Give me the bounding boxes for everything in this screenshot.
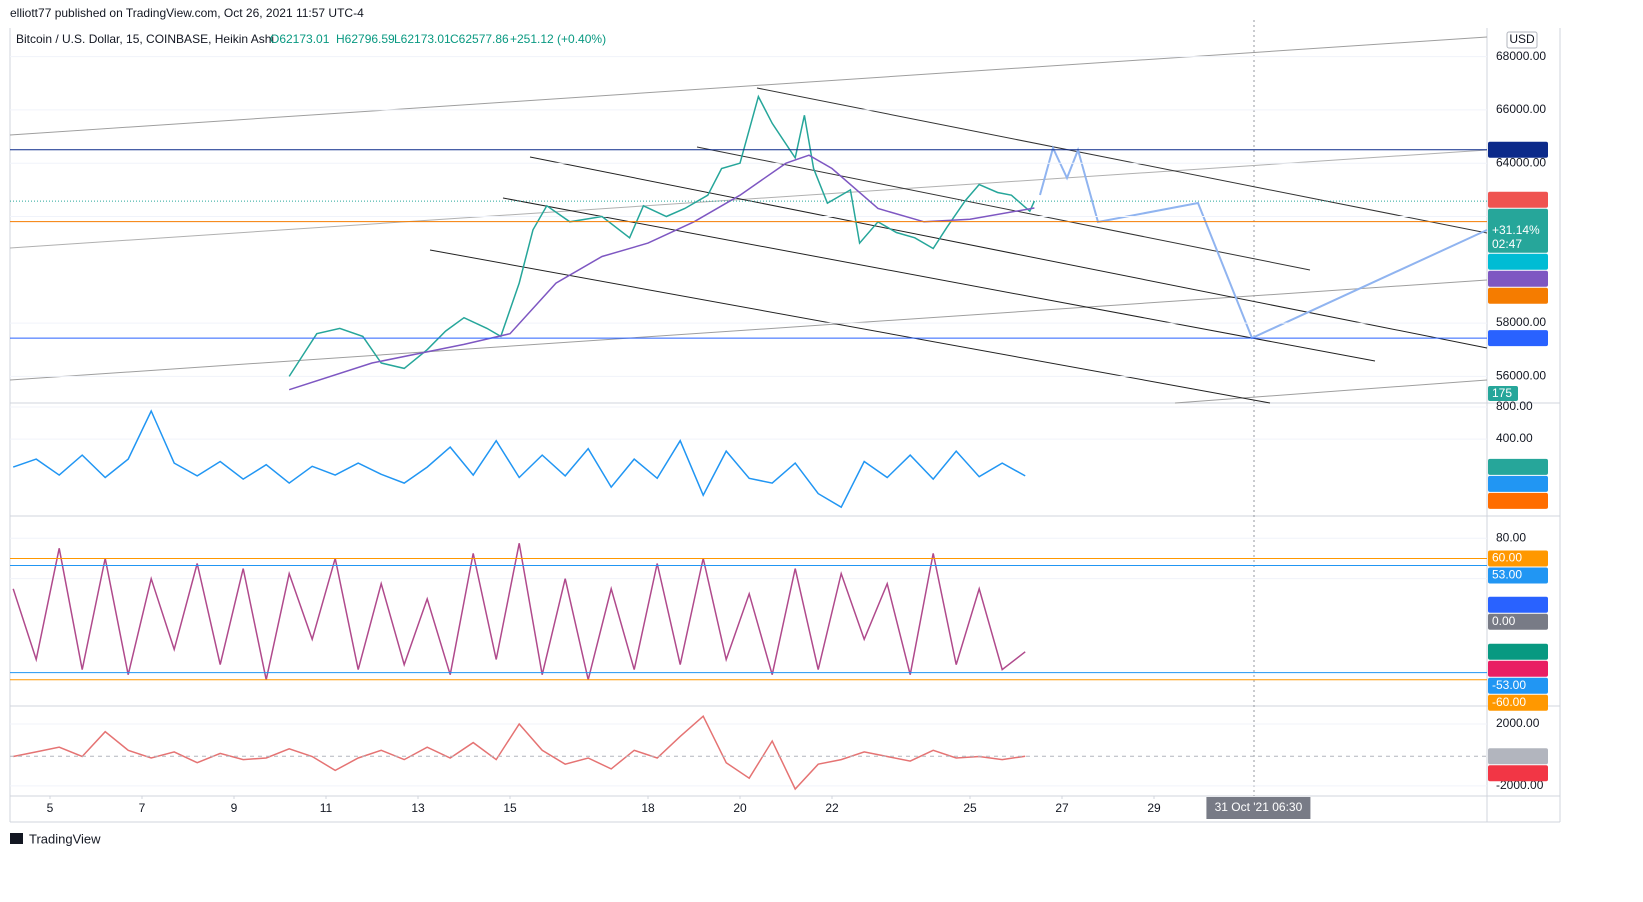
logo-icon [10,833,23,844]
trend-line[interactable] [1174,379,1488,404]
drawings [9,20,1488,796]
high: H62796.59 [336,32,395,46]
symbol[interactable]: Bitcoin / U.S. Dollar, 15, COINBASE, Hei… [16,32,274,46]
price-tag [1488,208,1548,253]
x-tick-label: 27 [1055,801,1069,815]
x-tick-label: 11 [320,801,333,815]
price-tag [1488,596,1548,613]
price-tag [1488,270,1548,287]
price-tag [1488,141,1548,158]
x-tick-label: 18 [641,801,655,815]
trend-line[interactable] [9,36,1488,136]
published-line: elliott77 published on TradingView.com, … [10,6,364,20]
x-tick-label: 29 [1147,801,1161,815]
price-tag [1488,458,1548,475]
x-tick-label: 7 [139,801,146,815]
price-tag-extra: 02:47 [1492,237,1522,251]
volume-tag-label: 175 [1492,386,1512,400]
y-tick-label: 800.00 [1496,399,1533,413]
channel-line[interactable] [529,156,1488,349]
y-tick-label: -2000.00 [1496,778,1544,792]
price-tag [1488,694,1548,711]
price-tag [1488,677,1548,694]
close: C62577.86 [450,32,509,46]
y-tick-label: 58000.00 [1496,315,1546,329]
price-tag [1488,613,1548,630]
price-tag-label: 53.00 [1492,568,1522,582]
channel-line[interactable] [756,87,1488,234]
time-cursor-box [1206,797,1311,819]
y-tick-label: 2000.00 [1496,716,1540,730]
series-line [288,94,1036,377]
volume-tag [1488,386,1518,401]
x-tick-label: 25 [963,801,977,815]
price-tag [1488,660,1548,677]
price-tag [1488,765,1548,782]
x-tick-label: 22 [825,801,839,815]
x-tick-label: 13 [411,801,425,815]
pane-borders [9,28,1561,823]
price-tag-label: 60.00 [1492,551,1522,565]
price-tag [1488,643,1548,660]
x-tick-label: 9 [231,801,238,815]
logo-text: TradingView [29,831,101,846]
price-tag [1488,287,1548,304]
price-tag [1488,475,1548,492]
legend: Bitcoin / U.S. Dollar, 15, COINBASE, Hei… [16,32,606,46]
y-tick-label: 56000.00 [1496,369,1546,383]
y-tick-label: 68000.00 [1496,49,1546,63]
change: +251.12 (+0.40%) [510,32,606,46]
series-line [12,409,1026,509]
trend-line[interactable] [9,149,1488,249]
price-tag [1488,748,1548,765]
price-tag-label: -53.00 [1492,678,1526,692]
y-tick-label: 66000.00 [1496,102,1546,116]
y-tick-label: 64000.00 [1496,155,1546,169]
price-tag [1488,567,1548,584]
logo: TradingView [10,831,101,846]
price-tag-label: -60.00 [1492,695,1526,709]
low: L62173.01 [394,32,451,46]
time-cursor-label: 31 Oct '21 06:30 [1215,800,1303,814]
open: O62173.01 [270,32,330,46]
projection-path[interactable] [1039,145,1488,340]
currency-box[interactable] [1506,31,1538,49]
channel-line[interactable] [696,146,1311,271]
price-tag [1488,492,1548,509]
trend-line[interactable] [9,279,1488,381]
currency[interactable]: USD [1509,32,1535,46]
price-tag-label: 0.00 [1492,614,1516,628]
series-line [13,714,1026,791]
y-tick-label: 400.00 [1496,431,1533,445]
price-tag [1488,253,1548,270]
y-tick-label: 80.00 [1496,530,1526,544]
x-tick-label: 15 [503,801,517,815]
x-tick-label: 5 [47,801,54,815]
price-tag [1488,330,1548,347]
series-line [288,154,1035,391]
channel-line[interactable] [502,197,1376,362]
series-line [12,543,1026,680]
price-tag [1488,550,1548,567]
x-tick-label: 20 [733,801,747,815]
price-tag-extra: +31.14% [1492,223,1540,237]
price-tag [1488,191,1548,208]
